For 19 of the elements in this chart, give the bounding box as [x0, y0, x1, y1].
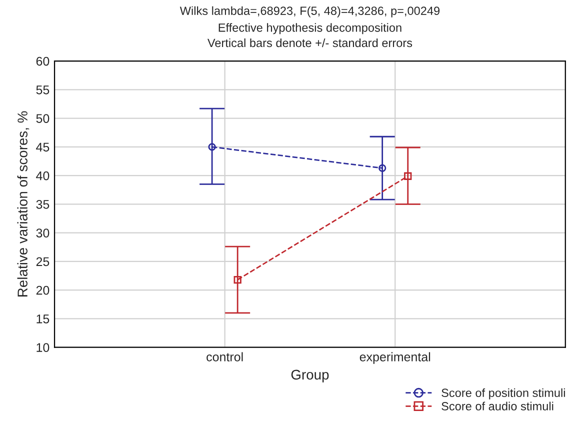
- y-tick-label: 45: [36, 142, 50, 152]
- y-tick-label: 35: [36, 200, 50, 209]
- y-axis-title: Relative variation of scores, %: [17, 111, 30, 296]
- y-tick-label: 25: [36, 257, 50, 266]
- legend-label: Score of position stimuli: [442, 388, 565, 400]
- y-tick-label: 50: [36, 114, 50, 123]
- y-tick-label: 55: [36, 86, 50, 94]
- y-tick-label: 15: [36, 314, 50, 324]
- x-tick-label: experimental: [360, 352, 430, 364]
- y-tick-label: 30: [36, 228, 50, 238]
- y-tick-label: 20: [36, 286, 50, 295]
- x-tick-label: control: [206, 352, 243, 362]
- legend-label: Score of audio stimuli: [442, 402, 554, 410]
- y-tick-label: 40: [36, 171, 50, 180]
- x-axis-title: Group: [291, 370, 329, 382]
- chart-title: Wilks lambda=,68923, F(5, 48)=4,3286, p=,00249: [180, 6, 440, 18]
- y-tick-label: 60: [36, 56, 50, 66]
- y-tick-label: 10: [36, 343, 50, 352]
- chart-subtitle: Effective hypothesis decomposition Vertical bars denote +/- standard errors: [207, 23, 412, 48]
